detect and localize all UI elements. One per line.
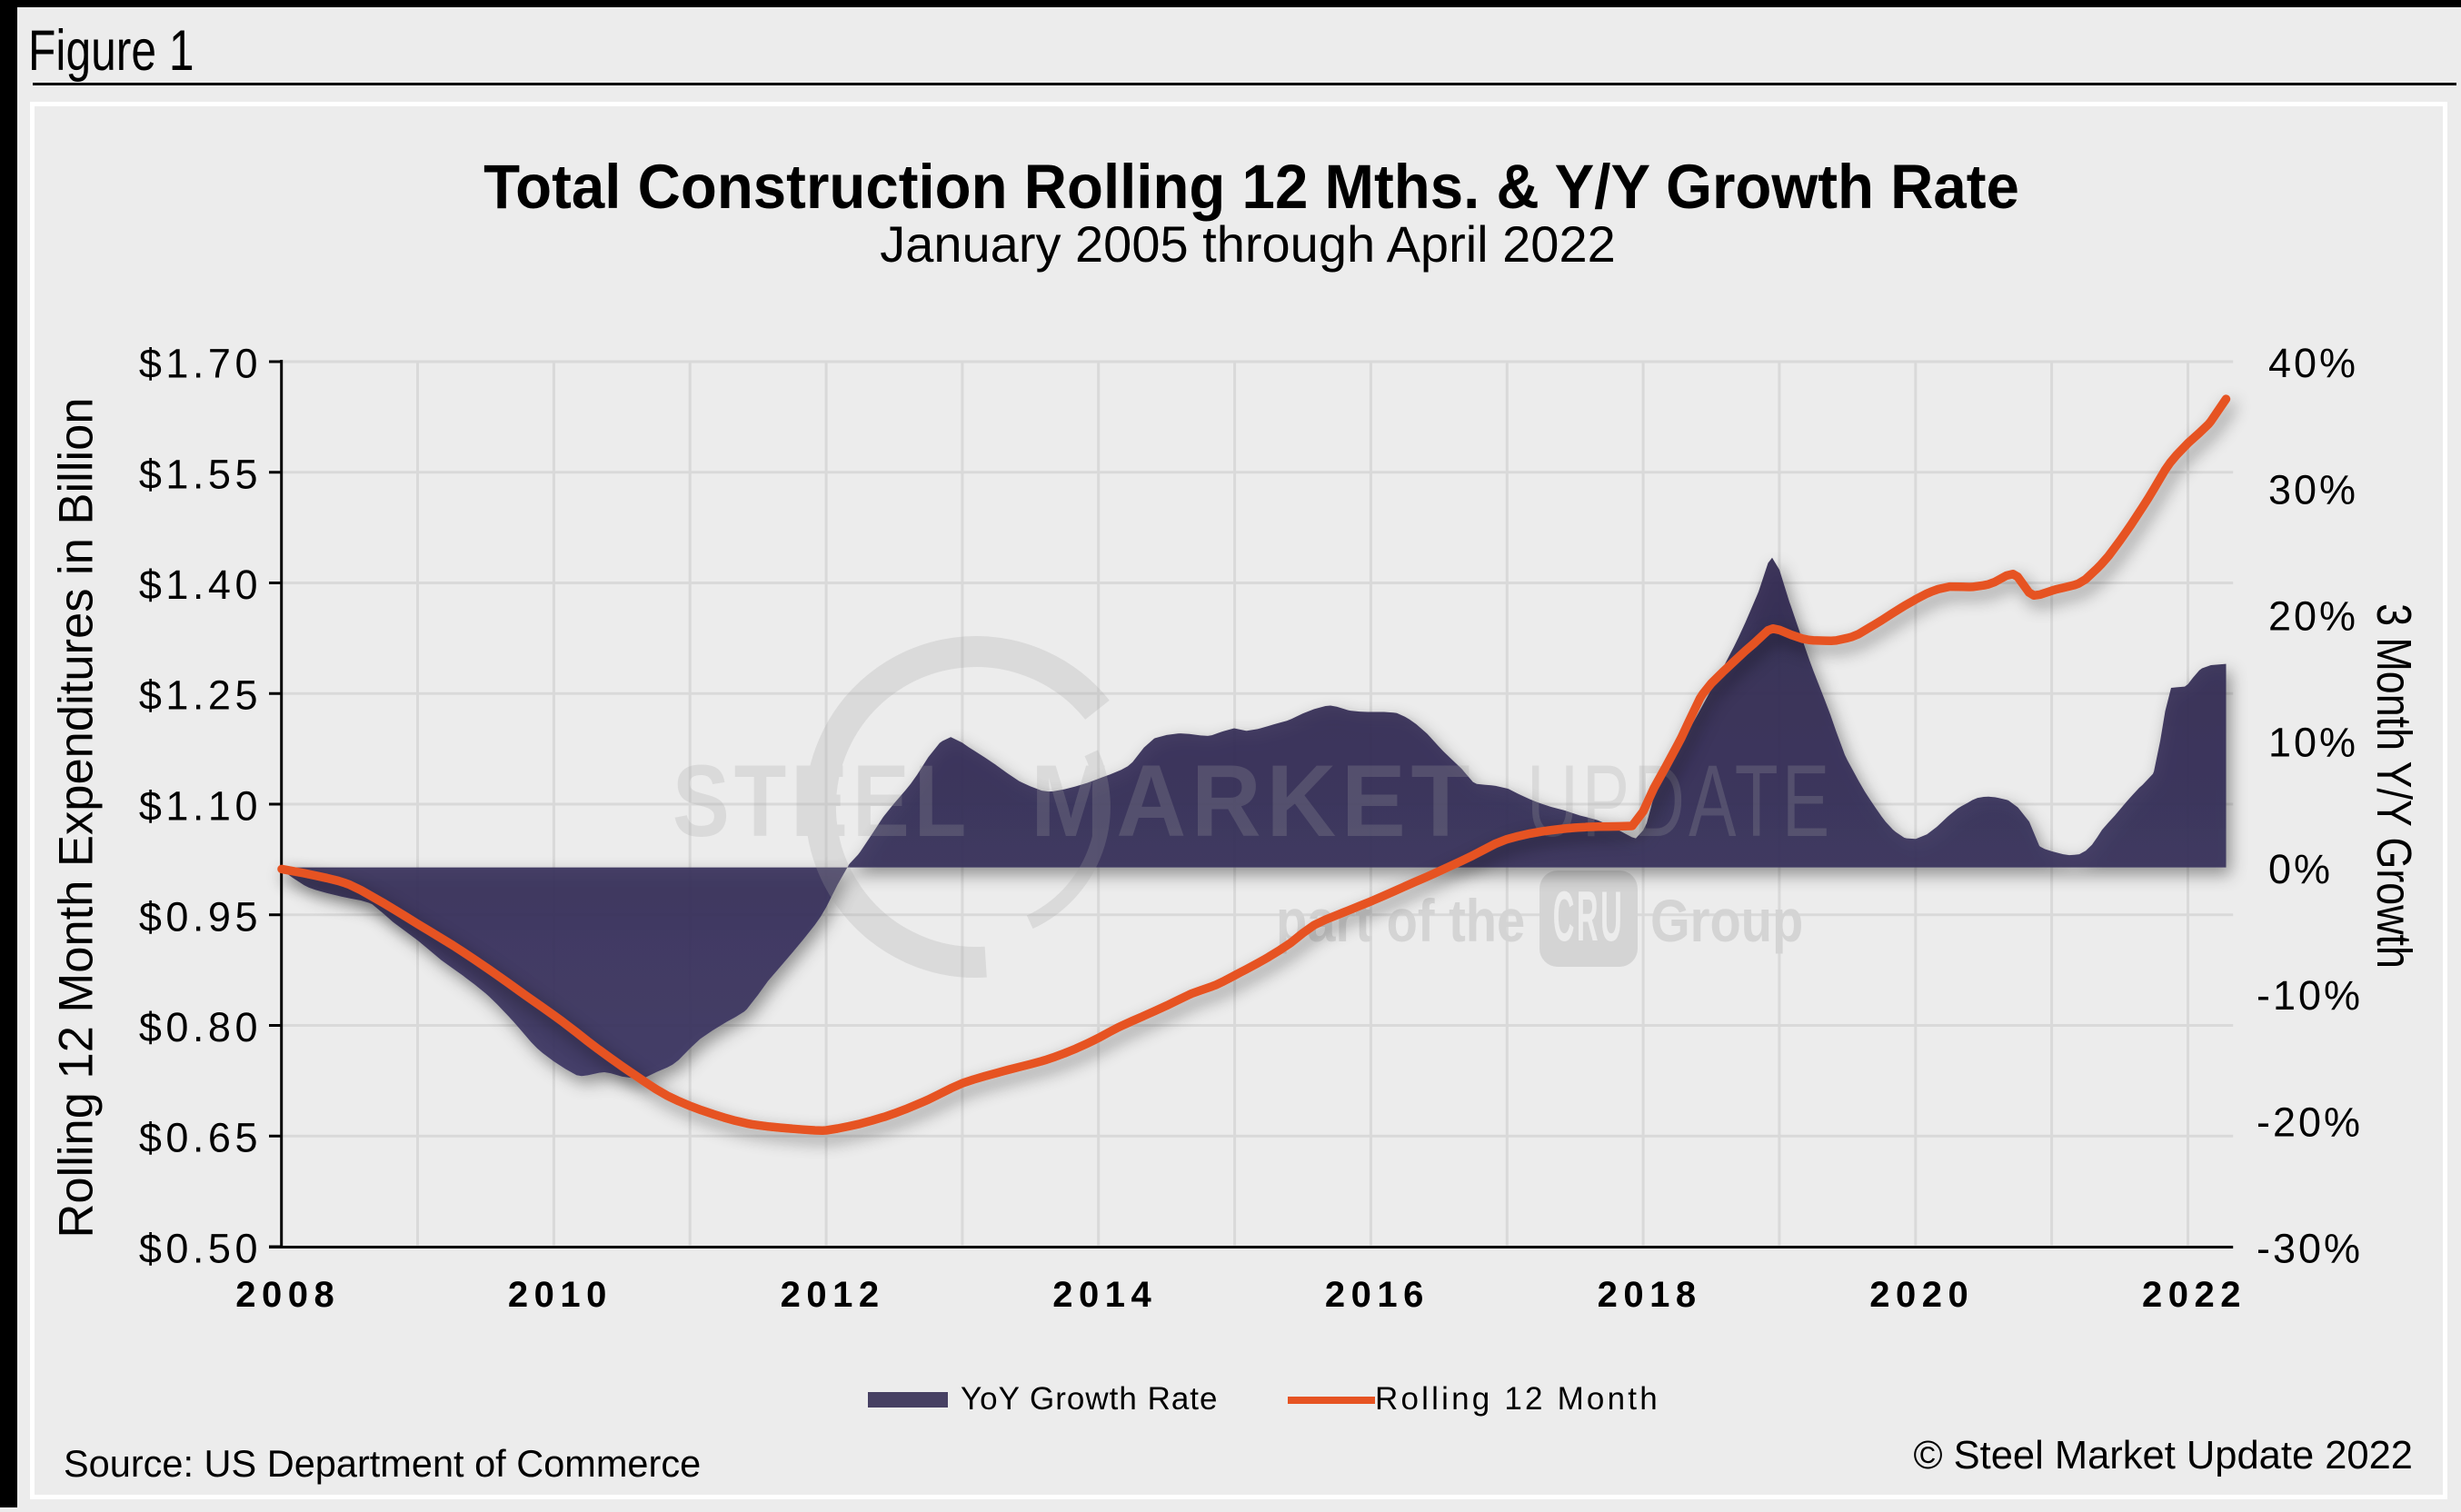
svg-text:$0.50: $0.50	[139, 1226, 262, 1272]
svg-text:© Steel Market Update 2022: © Steel Market Update 2022	[1913, 1434, 2413, 1477]
svg-text:Figure 1: Figure 1	[28, 20, 194, 84]
svg-text:$1.55: $1.55	[139, 451, 262, 497]
svg-text:$1.40: $1.40	[139, 562, 262, 608]
svg-text:Rolling 12 Month: Rolling 12 Month	[1375, 1381, 1660, 1417]
svg-text:$1.10: $1.10	[139, 783, 262, 830]
svg-text:YoY Growth Rate: YoY Growth Rate	[961, 1381, 1219, 1417]
svg-text:$0.95: $0.95	[139, 893, 262, 940]
svg-text:$1.70: $1.70	[139, 341, 262, 387]
svg-text:$1.25: $1.25	[139, 672, 262, 719]
svg-text:January 2005 through April 202: January 2005 through April 2022	[880, 215, 1615, 273]
svg-text:40%: 40%	[2268, 340, 2358, 386]
svg-text:20%: 20%	[2268, 593, 2358, 640]
svg-text:2010: 2010	[508, 1275, 613, 1315]
svg-text:2018: 2018	[1598, 1275, 1702, 1315]
svg-text:0%: 0%	[2268, 846, 2333, 892]
svg-text:2008: 2008	[235, 1275, 340, 1315]
svg-text:-10%: -10%	[2257, 972, 2363, 1019]
svg-text:Group: Group	[1650, 888, 1803, 954]
svg-text:Source: US Department of Comme: Source: US Department of Commerce	[64, 1442, 701, 1485]
svg-text:Rolling 12 Month Expenditures: Rolling 12 Month Expenditures in Billion	[50, 397, 104, 1238]
svg-text:10%: 10%	[2268, 720, 2358, 766]
svg-text:$0.80: $0.80	[139, 1004, 262, 1050]
svg-text:2022: 2022	[2142, 1275, 2247, 1315]
svg-text:2014: 2014	[1052, 1275, 1157, 1315]
svg-text:UPDATE: UPDATE	[1527, 744, 1833, 858]
svg-text:3 Month Y/Y Growth: 3 Month Y/Y Growth	[2366, 603, 2422, 969]
svg-text:Total Construction Rolling 12: Total Construction Rolling 12 Mths. & Y/…	[483, 153, 2019, 223]
svg-text:$0.65: $0.65	[139, 1115, 262, 1161]
svg-text:30%: 30%	[2268, 466, 2358, 512]
svg-text:2016: 2016	[1325, 1275, 1430, 1315]
svg-text:CRU: CRU	[1553, 877, 1625, 956]
svg-text:2020: 2020	[1869, 1275, 1974, 1315]
svg-text:2012: 2012	[781, 1275, 885, 1315]
svg-text:MARKET: MARKET	[1031, 745, 1475, 859]
svg-text:-30%: -30%	[2257, 1226, 2363, 1272]
svg-text:STEEL: STEEL	[673, 743, 971, 858]
svg-text:-20%: -20%	[2257, 1099, 2363, 1145]
